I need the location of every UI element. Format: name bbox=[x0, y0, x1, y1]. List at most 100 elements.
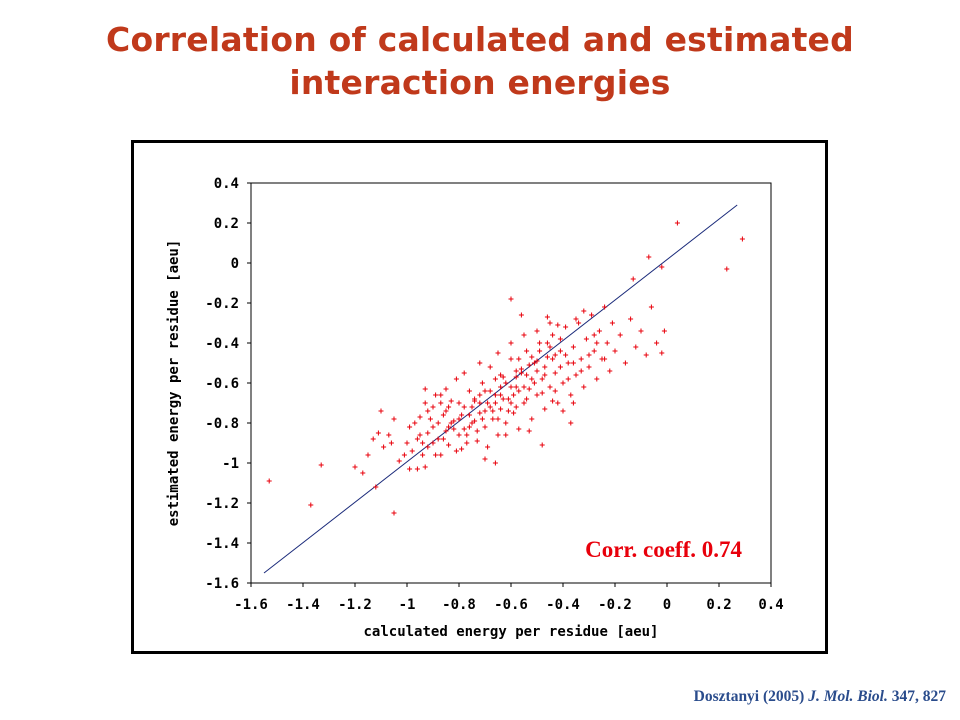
data-point bbox=[498, 372, 504, 378]
data-point bbox=[412, 420, 418, 426]
data-point bbox=[438, 452, 444, 458]
data-point bbox=[602, 356, 608, 362]
data-point bbox=[469, 404, 475, 410]
points-layer bbox=[266, 220, 745, 516]
y-tick-label: 0.2 bbox=[214, 216, 239, 232]
citation-volume: 347, 827 bbox=[887, 688, 946, 705]
data-point bbox=[557, 336, 563, 342]
data-point bbox=[508, 400, 514, 406]
data-point bbox=[498, 392, 504, 398]
data-point bbox=[407, 466, 413, 472]
y-tick-label: -0.6 bbox=[205, 376, 239, 392]
data-point bbox=[485, 444, 491, 450]
data-point bbox=[487, 404, 493, 410]
data-point bbox=[524, 348, 530, 354]
data-point bbox=[477, 392, 483, 398]
y-tick-label: -1.4 bbox=[205, 536, 239, 552]
data-point bbox=[420, 452, 426, 458]
data-point bbox=[547, 384, 553, 390]
data-point bbox=[446, 424, 452, 430]
data-point bbox=[552, 352, 558, 358]
data-point bbox=[573, 372, 579, 378]
data-point bbox=[578, 356, 584, 362]
data-point bbox=[628, 316, 634, 322]
data-point bbox=[648, 304, 654, 310]
data-point bbox=[386, 432, 392, 438]
y-axis-label: estimated energy per residue [aeu] bbox=[166, 240, 182, 527]
data-point bbox=[505, 396, 511, 402]
data-point bbox=[563, 352, 569, 358]
data-point bbox=[578, 368, 584, 374]
data-point bbox=[589, 312, 595, 318]
data-point bbox=[508, 340, 514, 346]
data-point bbox=[516, 426, 522, 432]
data-point bbox=[544, 314, 550, 320]
data-point bbox=[479, 416, 485, 422]
data-point bbox=[492, 400, 498, 406]
data-point bbox=[524, 372, 530, 378]
data-point bbox=[466, 424, 472, 430]
x-axis-label: calculated energy per residue [aeu] bbox=[363, 624, 658, 640]
y-tick-label: 0 bbox=[231, 256, 239, 272]
data-point bbox=[581, 384, 587, 390]
data-point bbox=[654, 340, 660, 346]
data-point bbox=[552, 370, 558, 376]
data-point bbox=[534, 392, 540, 398]
data-point bbox=[643, 352, 649, 358]
data-point bbox=[482, 456, 488, 462]
data-point bbox=[492, 376, 498, 382]
data-point bbox=[573, 316, 579, 322]
data-point bbox=[513, 374, 519, 380]
data-point bbox=[492, 460, 498, 466]
data-point bbox=[570, 400, 576, 406]
data-point bbox=[539, 442, 545, 448]
data-point bbox=[539, 390, 545, 396]
data-point bbox=[472, 396, 478, 402]
data-point bbox=[526, 428, 532, 434]
data-point bbox=[448, 398, 454, 404]
data-point bbox=[266, 478, 272, 484]
data-point bbox=[516, 388, 522, 394]
x-tick-label: -0.8 bbox=[442, 597, 476, 613]
data-point bbox=[674, 220, 680, 226]
data-point bbox=[594, 376, 600, 382]
data-point bbox=[576, 320, 582, 326]
data-point bbox=[422, 464, 428, 470]
data-point bbox=[503, 432, 509, 438]
data-point bbox=[435, 420, 441, 426]
data-point bbox=[511, 410, 517, 416]
data-point bbox=[446, 442, 452, 448]
data-point bbox=[511, 392, 517, 398]
data-point bbox=[420, 440, 426, 446]
data-point bbox=[542, 406, 548, 412]
data-point bbox=[594, 340, 600, 346]
y-tick-label: -1.6 bbox=[205, 576, 239, 592]
data-point bbox=[739, 236, 745, 242]
data-point bbox=[659, 350, 665, 356]
data-point bbox=[568, 420, 574, 426]
data-point bbox=[560, 380, 566, 386]
data-point bbox=[542, 372, 548, 378]
data-point bbox=[526, 362, 532, 368]
data-point bbox=[401, 452, 407, 458]
data-point bbox=[604, 340, 610, 346]
data-point bbox=[352, 464, 358, 470]
data-point bbox=[430, 424, 436, 430]
data-point bbox=[498, 406, 504, 412]
x-tick-label: -1.4 bbox=[286, 597, 320, 613]
y-tick-label: -0.8 bbox=[205, 416, 239, 432]
data-point bbox=[477, 410, 483, 416]
data-point bbox=[433, 452, 439, 458]
data-point bbox=[414, 436, 420, 442]
data-point bbox=[446, 404, 452, 410]
data-point bbox=[560, 408, 566, 414]
data-point bbox=[479, 380, 485, 386]
data-point bbox=[612, 348, 618, 354]
data-point bbox=[482, 424, 488, 430]
data-point bbox=[581, 308, 587, 314]
data-point bbox=[443, 386, 449, 392]
data-point bbox=[435, 436, 441, 442]
data-point bbox=[565, 376, 571, 382]
data-point bbox=[391, 416, 397, 422]
x-tick-label: -1.6 bbox=[234, 597, 268, 613]
